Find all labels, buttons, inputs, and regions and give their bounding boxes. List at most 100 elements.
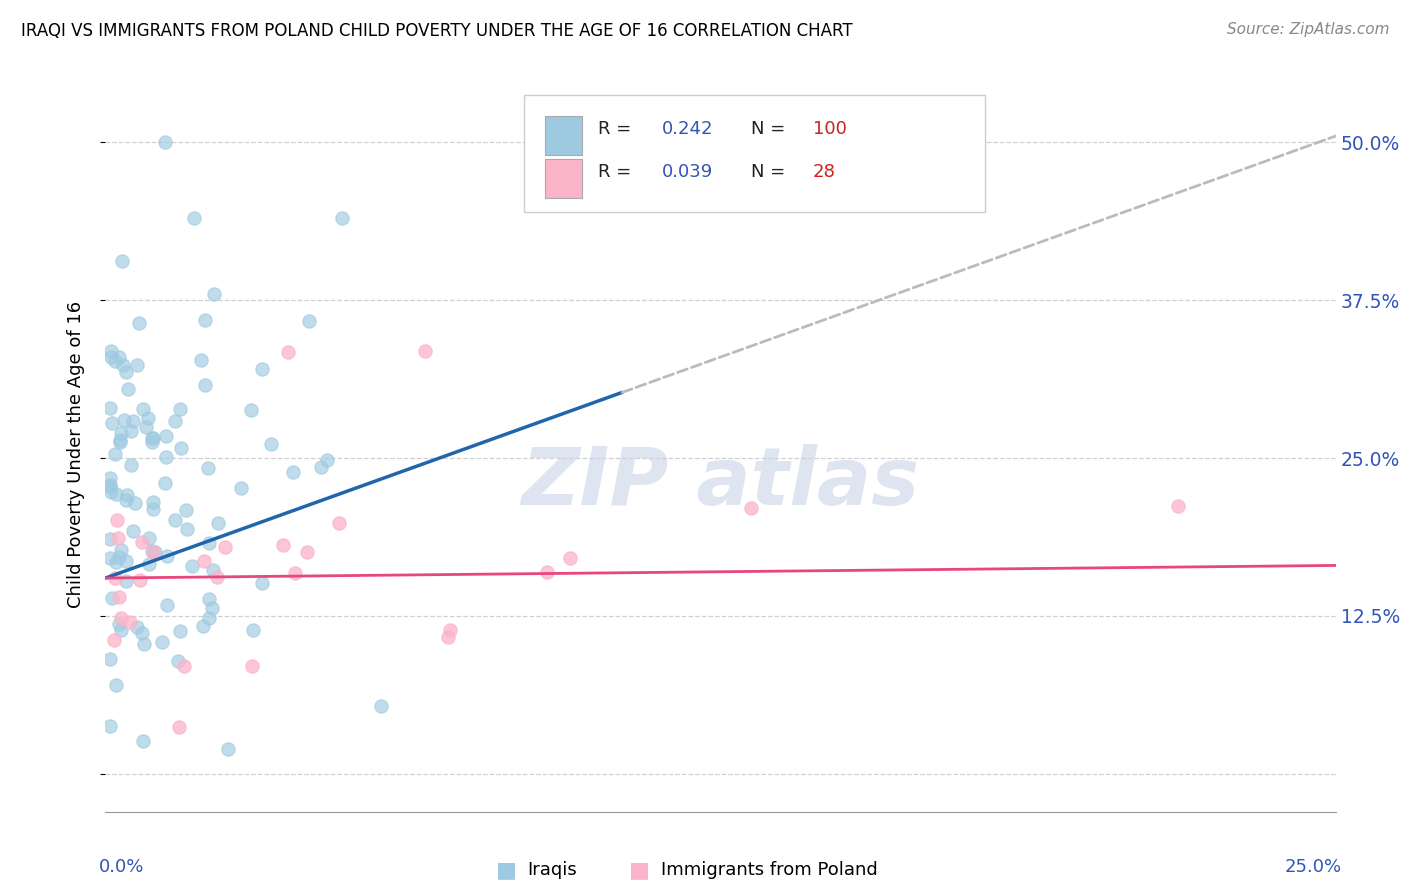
Point bbox=[415, 343, 437, 358]
Point bbox=[115, 493, 138, 508]
Point bbox=[125, 619, 148, 633]
Point bbox=[141, 431, 163, 445]
Text: R =: R = bbox=[598, 120, 637, 137]
Point bbox=[309, 460, 332, 475]
Point bbox=[110, 611, 132, 625]
Point bbox=[181, 559, 204, 574]
Point bbox=[328, 516, 350, 530]
Point bbox=[132, 734, 155, 748]
Point bbox=[98, 532, 122, 546]
Point bbox=[202, 286, 225, 301]
Point bbox=[111, 254, 134, 268]
Point bbox=[100, 343, 122, 358]
Text: 100: 100 bbox=[813, 120, 846, 137]
Point bbox=[108, 350, 131, 364]
Point bbox=[105, 513, 128, 527]
Point bbox=[155, 476, 177, 491]
Point bbox=[138, 558, 160, 572]
Point bbox=[190, 353, 212, 368]
Point bbox=[197, 460, 219, 475]
Point bbox=[101, 416, 124, 430]
Point bbox=[156, 549, 179, 563]
Point bbox=[110, 624, 132, 638]
Point bbox=[108, 433, 131, 447]
Point bbox=[155, 598, 177, 612]
Point bbox=[110, 434, 132, 449]
Point bbox=[104, 678, 127, 692]
Point bbox=[100, 484, 122, 499]
Point bbox=[131, 535, 153, 549]
Point bbox=[141, 435, 163, 450]
Point bbox=[153, 136, 176, 150]
Point bbox=[98, 652, 122, 666]
Point bbox=[205, 569, 228, 583]
Point bbox=[110, 543, 132, 558]
Point bbox=[128, 573, 150, 587]
FancyBboxPatch shape bbox=[544, 116, 582, 155]
FancyBboxPatch shape bbox=[524, 95, 986, 212]
Point bbox=[194, 313, 217, 327]
Point bbox=[101, 591, 124, 606]
Point bbox=[183, 211, 205, 226]
Point bbox=[240, 658, 263, 673]
Point bbox=[193, 377, 215, 392]
Text: ■: ■ bbox=[496, 860, 516, 880]
Text: 0.039: 0.039 bbox=[662, 162, 713, 180]
Point bbox=[165, 414, 187, 428]
Point bbox=[104, 571, 127, 585]
Text: 0.0%: 0.0% bbox=[100, 858, 145, 876]
Text: IRAQI VS IMMIGRANTS FROM POLAND CHILD POVERTY UNDER THE AGE OF 16 CORRELATION CH: IRAQI VS IMMIGRANTS FROM POLAND CHILD PO… bbox=[21, 22, 852, 40]
Point bbox=[167, 720, 190, 734]
Point bbox=[98, 719, 122, 733]
Point bbox=[122, 524, 145, 538]
Point bbox=[150, 635, 173, 649]
Point bbox=[281, 466, 304, 480]
Point bbox=[142, 495, 165, 509]
Point bbox=[124, 496, 146, 510]
Text: 28: 28 bbox=[813, 162, 835, 180]
Point bbox=[170, 441, 193, 455]
Point bbox=[115, 554, 138, 568]
Point bbox=[111, 358, 134, 372]
Point bbox=[141, 545, 163, 559]
Text: ZIP atlas: ZIP atlas bbox=[522, 444, 920, 523]
Text: N =: N = bbox=[751, 162, 792, 180]
Point bbox=[122, 415, 145, 429]
Point bbox=[437, 630, 460, 644]
Point bbox=[370, 698, 392, 713]
Point bbox=[105, 487, 128, 501]
Point bbox=[315, 453, 337, 467]
Text: Iraqis: Iraqis bbox=[527, 861, 576, 879]
Point bbox=[104, 354, 127, 368]
Point bbox=[138, 410, 160, 425]
Point bbox=[132, 637, 155, 651]
Point bbox=[277, 345, 299, 359]
Point bbox=[108, 590, 131, 604]
Point bbox=[173, 659, 195, 673]
Point bbox=[439, 623, 461, 637]
Point bbox=[174, 503, 197, 517]
Point bbox=[295, 544, 318, 558]
Point bbox=[155, 429, 177, 443]
Point bbox=[108, 549, 131, 564]
Point bbox=[214, 540, 236, 554]
Point bbox=[98, 480, 122, 494]
Text: Source: ZipAtlas.com: Source: ZipAtlas.com bbox=[1226, 22, 1389, 37]
Point bbox=[141, 431, 163, 445]
Point bbox=[120, 458, 142, 472]
Point bbox=[120, 615, 141, 630]
Point bbox=[558, 551, 581, 566]
Point bbox=[198, 592, 221, 607]
Point bbox=[143, 545, 166, 559]
Point bbox=[135, 420, 157, 434]
Point bbox=[115, 488, 138, 502]
Point bbox=[198, 536, 221, 550]
Point bbox=[98, 401, 122, 415]
Y-axis label: Child Poverty Under the Age of 16: Child Poverty Under the Age of 16 bbox=[66, 301, 84, 608]
Point bbox=[107, 531, 129, 545]
Point bbox=[112, 413, 135, 427]
Point bbox=[155, 450, 177, 464]
Point bbox=[166, 654, 188, 668]
Point bbox=[740, 501, 762, 516]
Point bbox=[298, 314, 321, 328]
